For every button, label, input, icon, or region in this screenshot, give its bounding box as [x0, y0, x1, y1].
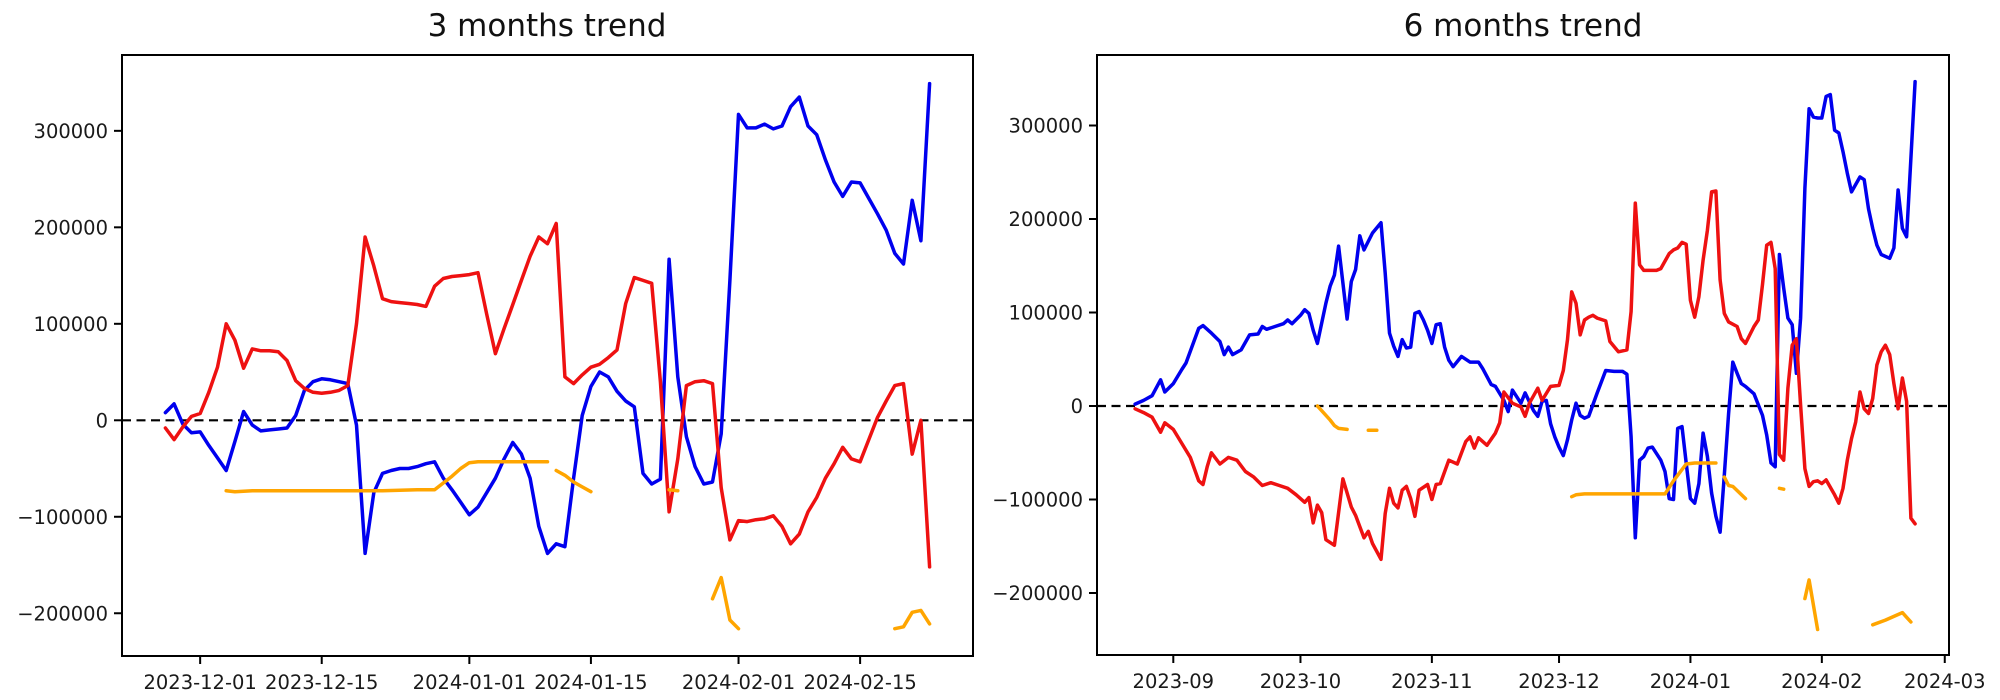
series-red-line [1133, 189, 1917, 562]
series-red-line [163, 221, 932, 569]
y-tick-label: 100000 [34, 313, 108, 336]
right-plot-border [1096, 54, 1950, 656]
series-orange-line [1722, 475, 1748, 501]
x-tick-label: 2023-09 [1133, 670, 1214, 693]
y-tick-label: −200000 [992, 582, 1083, 605]
chart-6-months-trend: 6 months trend 300000 200000 100000 0 −10000… [992, 8, 1985, 693]
series-orange-line [710, 575, 741, 631]
left-plot-border [121, 54, 974, 657]
y-tick-label: 0 [1071, 395, 1083, 418]
y-tick-label: −100000 [17, 506, 108, 529]
y-tick-label: 200000 [1009, 208, 1083, 231]
x-tick-label: 2023-12-01 [143, 671, 256, 694]
x-tick-label: 2024-01-01 [413, 671, 526, 694]
x-tick-label: 2024-02-01 [682, 671, 795, 694]
x-tick-label: 2024-01 [1650, 670, 1731, 693]
x-tick-label: 2024-03 [1904, 670, 1985, 693]
y-tick-label: 300000 [34, 120, 108, 143]
series-orange-line [667, 488, 680, 493]
x-tick-label: 2024-01-15 [534, 671, 647, 694]
series-orange-line [1803, 578, 1820, 632]
y-tick-label: 200000 [34, 216, 108, 239]
y-tick-label: −200000 [17, 602, 108, 625]
series-orange-line [1569, 461, 1718, 499]
x-tick-label: 2023-11 [1391, 670, 1472, 693]
series-blue-line [1133, 79, 1917, 540]
x-tick-label: 2024-02-15 [803, 671, 916, 694]
series-orange-line [224, 460, 550, 494]
left-plot-area: 300000 200000 100000 0 −100000 −200000 2023-12… [17, 81, 973, 694]
x-tick-label: 2023-12 [1518, 670, 1599, 693]
right-plot-area: 300000 200000 100000 0 −100000 −200000 2023-09… [992, 79, 1986, 693]
right-chart-title: 6 months trend [1404, 8, 1643, 44]
series-blue-line [163, 81, 932, 556]
series-orange-line [1315, 404, 1349, 432]
x-tick-label: 2023-10 [1260, 670, 1341, 693]
left-chart-title: 3 months trend [428, 8, 667, 44]
series-orange-line [1777, 486, 1786, 491]
y-tick-label: 0 [96, 409, 108, 432]
x-tick-label: 2024-02 [1781, 670, 1862, 693]
series-orange-line [1870, 610, 1913, 627]
y-tick-label: 100000 [1009, 302, 1083, 325]
y-tick-label: −100000 [992, 489, 1083, 512]
y-tick-label: 300000 [1009, 115, 1083, 138]
chart-3-months-trend: 3 months trend 300000 200000 100000 0 −10000… [17, 8, 974, 694]
series-orange-line [893, 608, 932, 631]
x-tick-label: 2023-12-15 [265, 671, 378, 694]
series-orange-line [554, 468, 593, 494]
